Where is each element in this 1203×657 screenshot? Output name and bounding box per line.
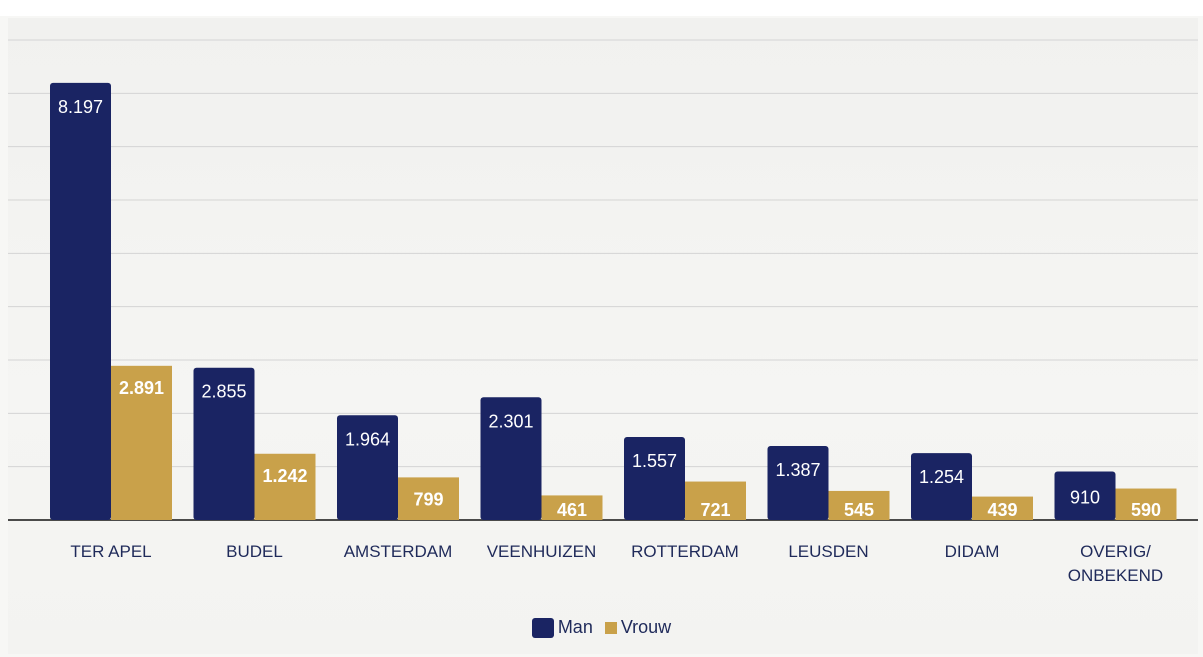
- legend-item-vrouw: Vrouw: [604, 617, 672, 638]
- bar-vrouw: [254, 453, 316, 520]
- data-label-man: 1.964: [345, 429, 390, 449]
- bar-vrouw: [541, 495, 603, 520]
- category-label: TER APEL: [70, 542, 151, 561]
- bar-man: [480, 397, 542, 520]
- data-label-man: 8.197: [58, 97, 103, 117]
- category-label: BUDEL: [226, 542, 283, 561]
- chart-legend: Man Vrouw: [0, 617, 1203, 638]
- bar-vrouw: [685, 481, 746, 520]
- bar-man: [624, 436, 685, 520]
- data-label-man: 1.557: [632, 451, 677, 471]
- chart-panel: [8, 18, 1198, 654]
- data-label-man: 1.254: [919, 467, 964, 487]
- category-label: LEUSDEN: [788, 542, 868, 561]
- bar-vrouw: [398, 477, 459, 520]
- category-label: DIDAM: [945, 542, 1000, 561]
- data-label-vrouw: 590: [1131, 500, 1161, 520]
- bar-man: [193, 367, 255, 520]
- bar-vrouw: [111, 365, 172, 520]
- figure-caption-strip: [0, 0, 1203, 16]
- data-label-vrouw: 545: [844, 500, 874, 520]
- data-label-vrouw: 1.242: [262, 466, 307, 486]
- category-label: VEENHUIZEN: [487, 542, 597, 561]
- data-label-vrouw: 799: [413, 489, 443, 509]
- data-label-vrouw: 439: [987, 500, 1017, 520]
- data-label-man: 2.855: [201, 382, 246, 402]
- legend-label-man: Man: [557, 617, 593, 637]
- legend-swatch-man: [531, 617, 554, 638]
- bar-vrouw: [828, 490, 890, 520]
- category-label: OVERIG/: [1080, 542, 1151, 561]
- data-label-man: 2.301: [488, 411, 533, 431]
- bar-vrouw: [972, 496, 1033, 520]
- legend-label-vrouw: Vrouw: [620, 617, 672, 637]
- bar-man: [50, 82, 111, 521]
- bar-man: [911, 453, 972, 520]
- legend-item-man: Man: [531, 617, 593, 638]
- bar-man: [1054, 471, 1116, 520]
- data-label-vrouw: 461: [557, 500, 587, 520]
- bar-vrouw: [1115, 488, 1177, 520]
- category-label: ONBEKEND: [1068, 566, 1163, 585]
- bar-man: [337, 415, 398, 520]
- data-label-vrouw: 2.891: [119, 378, 164, 398]
- data-label-man: 1.387: [775, 460, 820, 480]
- category-label: AMSTERDAM: [344, 542, 453, 561]
- bar-man: [767, 446, 829, 520]
- data-label-man: 910: [1070, 487, 1100, 507]
- category-label: ROTTERDAM: [631, 542, 739, 561]
- data-label-vrouw: 721: [700, 500, 730, 520]
- legend-swatch-vrouw: [604, 621, 617, 634]
